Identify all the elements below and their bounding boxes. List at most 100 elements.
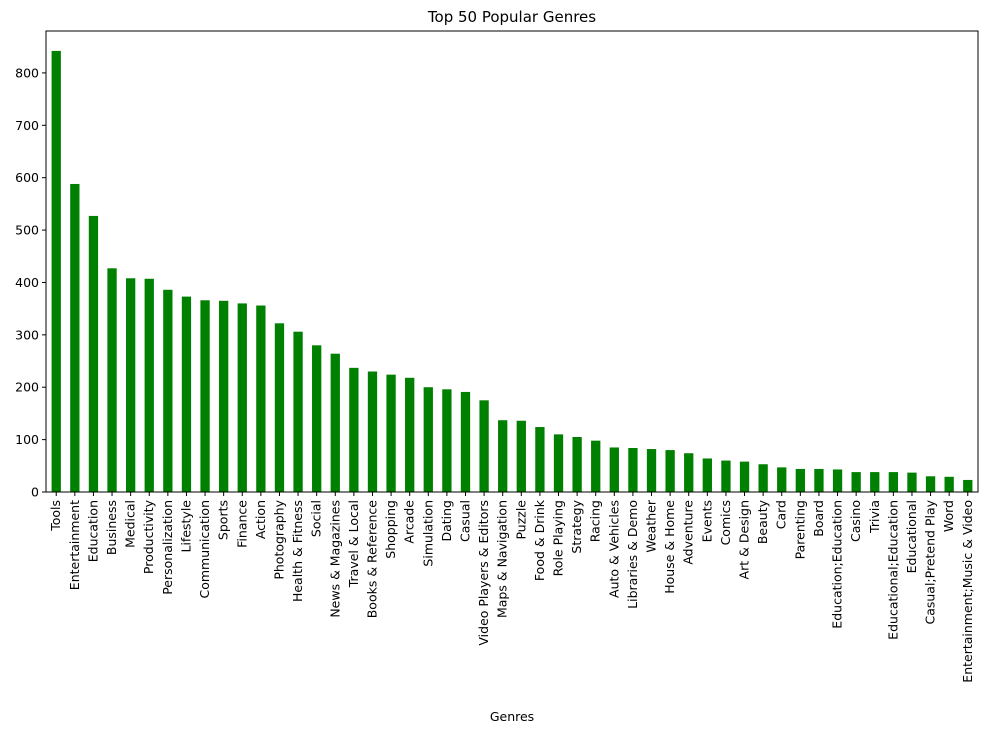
x-tick-label-17: Books & Reference bbox=[364, 500, 379, 619]
bars-group bbox=[51, 50, 973, 492]
x-axis: Tools Entertainment Education Business Medic… bbox=[48, 492, 975, 683]
x-tick-label-24: Maps & Navigation bbox=[495, 500, 510, 618]
x-tick-label-30: Auto & Vehicles bbox=[606, 500, 621, 598]
bar-3 bbox=[107, 268, 117, 492]
y-tick-label-7: 700 bbox=[15, 118, 39, 133]
x-tick-label-33: House & Home bbox=[662, 500, 677, 594]
bar-42 bbox=[832, 469, 843, 492]
x-tick-label-26: Food & Drink bbox=[532, 499, 547, 581]
bar-44 bbox=[870, 472, 880, 492]
y-axis: 0 100 200 300 400 500 600 700 800 bbox=[15, 65, 46, 500]
bar-21 bbox=[442, 389, 452, 492]
x-tick-label-47: Casual;Pretend Play bbox=[923, 499, 938, 624]
x-tick-label-15: News & Magazines bbox=[327, 500, 342, 618]
y-tick-label-0: 0 bbox=[31, 485, 39, 500]
x-tick-label-2: Education bbox=[85, 500, 100, 562]
bar-37 bbox=[739, 461, 750, 492]
x-tick-label-28: Strategy bbox=[569, 499, 584, 553]
bar-47 bbox=[925, 476, 936, 492]
x-tick-label-10: Finance bbox=[234, 500, 249, 548]
x-tick-label-49: Entertainment;Music & Video bbox=[960, 500, 975, 683]
bar-5 bbox=[144, 278, 154, 492]
x-tick-label-8: Communication bbox=[197, 500, 212, 599]
bar-31 bbox=[628, 447, 638, 492]
x-tick-label-32: Weather bbox=[644, 499, 659, 552]
x-tick-label-37: Art & Design bbox=[737, 500, 752, 579]
x-tick-label-16: Travel & Local bbox=[346, 500, 361, 588]
x-tick-label-7: Lifestyle bbox=[178, 500, 193, 553]
x-tick-label-39: Card bbox=[774, 500, 789, 529]
x-tick-label-27: Role Playing bbox=[551, 500, 566, 576]
x-tick-label-6: Personalization bbox=[160, 500, 175, 595]
x-axis-label: Genres bbox=[490, 709, 534, 724]
x-tick-label-35: Events bbox=[699, 500, 714, 542]
bar-34 bbox=[684, 453, 694, 492]
bar-25 bbox=[516, 420, 526, 492]
x-tick-label-22: Casual bbox=[457, 500, 472, 542]
x-tick-label-20: Simulation bbox=[420, 500, 435, 567]
bar-40 bbox=[795, 468, 805, 492]
y-tick-label-6: 600 bbox=[15, 170, 39, 185]
x-tick-label-12: Photography bbox=[271, 499, 286, 579]
x-tick-label-9: Sports bbox=[216, 500, 231, 540]
bar-0 bbox=[51, 50, 61, 492]
bar-15 bbox=[330, 353, 340, 492]
bar-27 bbox=[553, 434, 564, 492]
x-tick-label-31: Libraries & Demo bbox=[625, 500, 640, 609]
bar-7 bbox=[181, 296, 192, 492]
bar-9 bbox=[219, 300, 229, 492]
plot-frame bbox=[45, 30, 979, 493]
y-tick-label-2: 200 bbox=[15, 380, 39, 395]
y-tick-label-4: 400 bbox=[15, 275, 39, 290]
x-tick-label-25: Puzzle bbox=[513, 500, 528, 540]
x-tick-label-36: Comics bbox=[718, 500, 733, 545]
bar-6 bbox=[163, 289, 173, 492]
x-tick-label-44: Trivia bbox=[867, 500, 882, 534]
y-tick-label-8: 800 bbox=[15, 65, 39, 80]
bar-26 bbox=[535, 427, 545, 492]
x-tick-label-13: Health & Fitness bbox=[290, 500, 305, 602]
bar-38 bbox=[758, 464, 768, 492]
x-tick-label-1: Entertainment bbox=[67, 500, 82, 590]
bar-23 bbox=[479, 400, 489, 492]
x-tick-label-38: Beauty bbox=[755, 499, 770, 544]
x-tick-label-45: Educational;Education bbox=[885, 500, 900, 640]
bar-36 bbox=[721, 460, 731, 492]
bar-48 bbox=[944, 476, 954, 492]
bar-8 bbox=[200, 300, 210, 492]
bar-39 bbox=[777, 467, 787, 492]
bar-4 bbox=[125, 278, 136, 492]
bar-17 bbox=[367, 371, 378, 492]
x-tick-label-4: Medical bbox=[123, 500, 138, 548]
y-tick-label-1: 100 bbox=[15, 432, 39, 447]
x-tick-label-40: Parenting bbox=[792, 500, 807, 559]
bar-24 bbox=[498, 420, 508, 492]
x-tick-label-5: Productivity bbox=[141, 499, 156, 574]
x-tick-label-19: Arcade bbox=[402, 500, 417, 544]
x-tick-label-34: Adventure bbox=[681, 500, 696, 565]
bar-49 bbox=[963, 479, 973, 492]
bar-18 bbox=[386, 374, 396, 492]
bar-33 bbox=[665, 450, 675, 492]
y-tick-label-5: 500 bbox=[15, 223, 39, 238]
bar-11 bbox=[256, 305, 266, 492]
bar-35 bbox=[702, 458, 712, 492]
bar-19 bbox=[405, 377, 415, 492]
x-tick-label-0: Tools bbox=[48, 500, 63, 532]
x-tick-label-42: Education;Education bbox=[830, 500, 845, 629]
chart-title: Top 50 Popular Genres bbox=[427, 8, 596, 26]
x-tick-label-21: Dating bbox=[439, 500, 454, 542]
bar-41 bbox=[814, 468, 824, 492]
bar-1 bbox=[70, 183, 80, 492]
x-tick-label-23: Video Players & Editors bbox=[476, 500, 491, 646]
x-tick-label-29: Racing bbox=[588, 500, 603, 542]
bar-22 bbox=[460, 391, 471, 492]
bar-10 bbox=[237, 303, 247, 492]
bar-45 bbox=[888, 472, 899, 492]
bar-46 bbox=[907, 472, 917, 492]
x-tick-label-48: Word bbox=[941, 500, 956, 532]
x-tick-label-18: Shopping bbox=[383, 500, 398, 559]
bar-20 bbox=[423, 387, 433, 492]
x-tick-label-46: Educational bbox=[904, 500, 919, 573]
